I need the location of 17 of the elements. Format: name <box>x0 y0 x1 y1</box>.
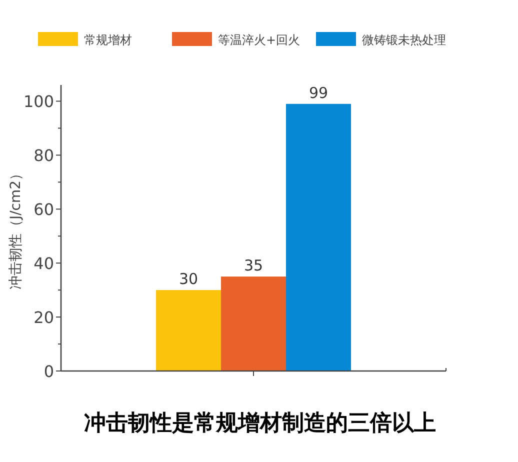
data-label: 30 <box>178 270 198 288</box>
legend-label: 等温淬火+回火 <box>218 33 300 47</box>
y-tick-label: 80 <box>34 146 54 166</box>
y-axis-title: 冲击韧性（J/cm2） <box>8 166 24 290</box>
y-tick-label: 100 <box>23 92 54 112</box>
bar <box>156 290 221 371</box>
legend-label: 常规增材 <box>84 33 132 47</box>
data-label: 99 <box>308 84 328 102</box>
y-tick-label: 60 <box>34 200 54 220</box>
data-label: 35 <box>244 256 264 275</box>
legend-label: 微铸锻未热处理 <box>362 33 446 47</box>
bar <box>286 104 351 371</box>
y-tick-label: 20 <box>34 308 54 328</box>
y-tick-label: 0 <box>44 362 54 381</box>
text: 冲击韧性是常规增材制造的三倍以上 <box>84 410 436 435</box>
bar <box>221 276 286 371</box>
y-tick-label: 40 <box>34 254 54 274</box>
